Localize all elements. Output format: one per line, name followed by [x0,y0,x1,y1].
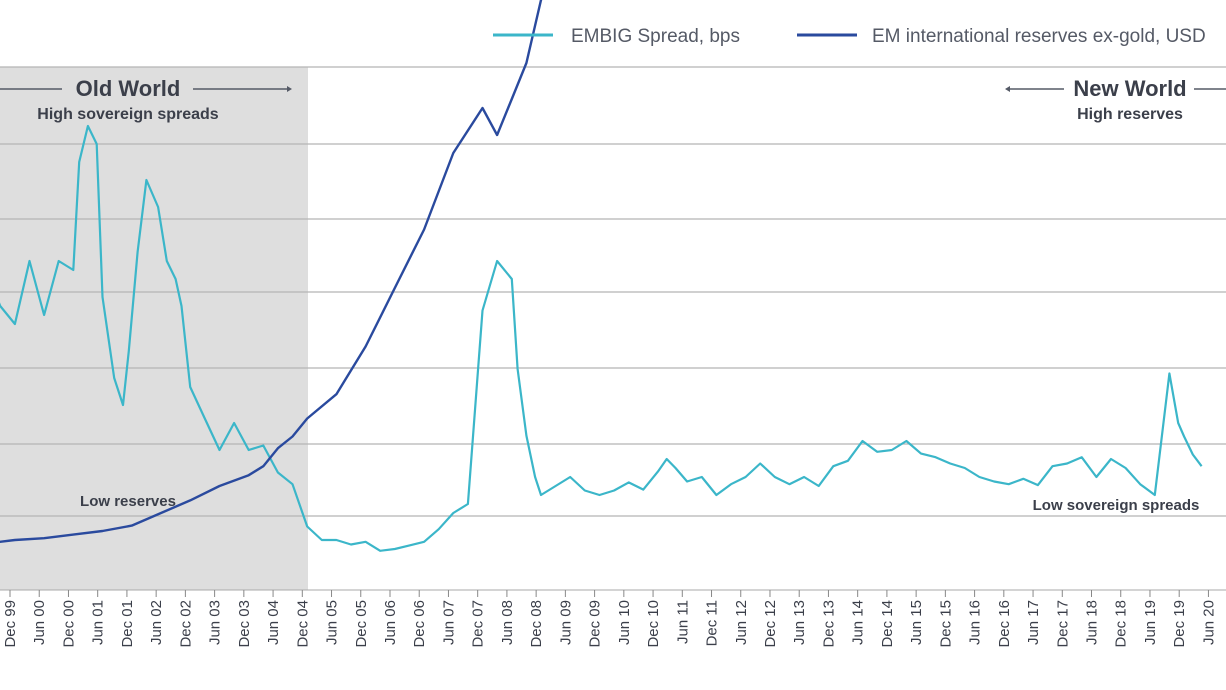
x-tick-label: Jun 19 [1142,600,1159,645]
x-tick-label: Jun 12 [733,600,750,645]
x-tick-label: Jun 14 [850,600,867,645]
x-tick-label: Dec 05 [353,600,370,648]
new-world-title: New World [1073,76,1186,101]
x-tick-label: Jun 18 [1084,600,1101,645]
x-tick-label: Dec 01 [119,600,136,648]
x-tick-label: Dec 17 [1054,600,1071,648]
x-tick-label: Jun 07 [440,600,457,645]
x-tick-label: Dec 14 [879,600,896,648]
low-reserves-label: Low reserves [80,493,176,510]
x-tick-label: Jun 00 [31,600,48,645]
x-tick-label: Dec 99 [2,600,19,648]
x-tick-label: Dec 07 [470,600,487,648]
x-tick-label: Dec 08 [528,600,545,648]
x-tick-label: Jun 13 [791,600,808,645]
x-tick-label: Jun 06 [382,600,399,645]
x-tick-label: Jun 05 [324,600,341,645]
legend-label-embig: EMBIG Spread, bps [571,26,740,47]
x-tick-label: Jun 08 [499,600,516,645]
x-tick-label: Jun 10 [616,600,633,645]
x-tick-label: Dec 04 [294,600,311,648]
x-tick-label: Dec 18 [1113,600,1130,648]
x-tick-label: Jun 02 [148,600,165,645]
x-tick-label: Jun 17 [1025,600,1042,645]
x-tick-label: Dec 11 [704,600,721,646]
legend-label-reserves: EM international reserves ex-gold, USD [872,26,1206,47]
series-lines [0,0,1203,552]
x-tick-label: Dec 02 [177,600,194,648]
x-tick-label: Jun 03 [207,600,224,645]
x-tick-label: Dec 03 [236,600,253,648]
new-world-arrow-head [1005,86,1010,92]
x-tick-label: Jun 01 [90,600,107,645]
legend: EMBIG Spread, bps EM international reser… [493,26,1206,47]
x-tick-label: Dec 19 [1171,600,1188,648]
x-tick-label: Dec 12 [762,600,779,648]
x-tick-label: Jun 04 [265,600,282,645]
series-line-em-reserves [0,0,543,544]
x-tick-label: Jun 09 [557,600,574,645]
x-tick-label: Jun 16 [967,600,984,645]
x-tick-label: Dec 00 [60,600,77,648]
x-axis-ticks: Dec 99 Jun 00 Dec 00 Jun 01 Dec 01 Jun 02 Dec … [2,590,1217,648]
old-world-subtitle: High sovereign spreads [37,106,218,123]
series-line-embig-spread [0,124,1203,552]
x-tick-label: Dec 15 [937,600,954,648]
old-world-title: Old World [76,76,181,101]
annotation-new-world: New World High reserves [1005,76,1226,123]
x-tick-label: Dec 13 [820,600,837,648]
annotation-old-world: Old World High sovereign spreads [0,76,292,123]
old-world-arrow-head [287,86,292,92]
new-world-subtitle: High reserves [1077,106,1183,123]
x-tick-label: Jun 11 [674,600,691,644]
gridlines [0,66,1226,517]
x-tick-label: Dec 06 [411,600,428,648]
x-tick-label: Dec 10 [645,600,662,648]
x-tick-label: Dec 09 [587,600,604,648]
low-spreads-label: Low sovereign spreads [1033,497,1200,514]
x-tick-label: Jun 15 [908,600,925,645]
x-tick-label: Dec 16 [996,600,1013,648]
old-world-shaded-region [0,67,308,590]
x-tick-label: Jun 20 [1200,600,1217,645]
